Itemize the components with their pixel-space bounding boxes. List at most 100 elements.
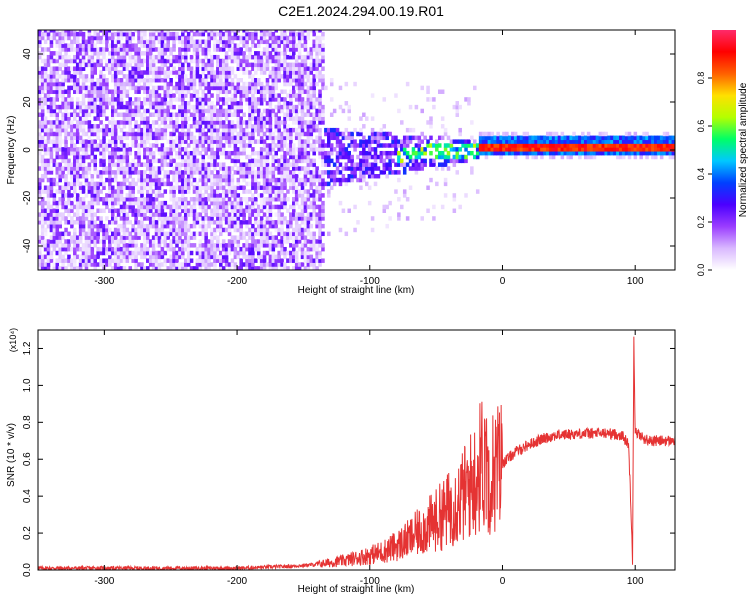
spectrogram-cell — [125, 101, 130, 106]
spectrogram-cell — [224, 193, 229, 198]
spectrogram-cell — [233, 104, 238, 110]
spectrogram-cell — [280, 31, 284, 37]
spectrogram-cell — [78, 89, 83, 94]
spectrogram-cell — [119, 78, 124, 83]
spectrogram-cell — [213, 112, 217, 117]
spectrogram-cell — [198, 150, 203, 156]
spectrogram-cell — [143, 116, 147, 121]
spectrogram-cell — [306, 143, 311, 148]
spectrogram-cell — [148, 177, 153, 183]
spectrogram-cell — [134, 150, 138, 156]
spectrogram-cell — [283, 246, 287, 252]
spectrogram-cell — [160, 104, 165, 110]
spectrogram-cell — [183, 85, 188, 91]
spectrogram-cell — [294, 62, 299, 68]
spectrogram-cell — [303, 139, 308, 144]
spectrogram-cell — [143, 208, 147, 213]
spectrogram-cell — [49, 74, 54, 79]
spectrogram-cell — [181, 70, 185, 75]
spectrogram-cell — [73, 66, 77, 71]
spectrogram-cell — [134, 197, 138, 202]
spectrogram-cell — [64, 258, 68, 263]
spectrogram-cell — [61, 127, 65, 133]
spectrogram-cell — [81, 158, 86, 164]
spectrogram-cell — [146, 258, 150, 263]
spectrogram-cell — [315, 204, 319, 210]
spectrogram-cell — [309, 212, 314, 217]
spectrogram-cell — [262, 35, 267, 41]
spectrogram-cell — [277, 66, 281, 71]
spectrogram-cell — [125, 150, 130, 156]
spectrogram-cell — [204, 93, 208, 98]
spectrogram-cell — [64, 250, 68, 256]
spectrogram-cell — [254, 243, 258, 248]
spectrogram-cell — [294, 216, 299, 221]
spectrogram-cell — [303, 101, 308, 106]
spectrogram-cell — [169, 243, 173, 248]
spectrogram-cell — [242, 166, 246, 171]
spectrogram-cell — [312, 66, 316, 71]
spectrogram-cell — [137, 158, 141, 164]
spectrogram-cell — [303, 81, 308, 87]
spectrogram-cell — [163, 81, 168, 87]
spectrogram-cell — [93, 104, 97, 110]
spectrogram-cell — [297, 147, 302, 152]
spectrogram-cell — [294, 200, 299, 206]
spectrogram-cell — [122, 185, 127, 190]
spectrogram-cell — [341, 177, 346, 183]
spectrogram-cell — [134, 154, 138, 160]
spectrogram-cell — [67, 43, 71, 48]
spectrogram-cell — [137, 58, 141, 64]
spectrogram-cell — [224, 116, 229, 121]
spectrogram-cell — [178, 139, 182, 144]
spectrogram-cell — [303, 208, 308, 213]
spectrogram-cell — [274, 85, 279, 91]
spectrogram-cell — [367, 154, 372, 160]
spectrogram-cell — [67, 208, 71, 213]
spectrogram-cell — [271, 97, 276, 102]
spectrogram-cell — [137, 212, 141, 217]
spectrogram-cell — [134, 101, 138, 106]
spectrogram-cell — [154, 127, 159, 133]
spectrogram-cell — [271, 47, 276, 52]
spectrogram-cell — [110, 250, 115, 256]
spectrogram-cell — [137, 78, 141, 83]
spectrogram-cell — [73, 143, 77, 148]
spectrogram-cell — [175, 185, 179, 190]
spectrogram-cell — [143, 266, 147, 270]
spectrogram-cell — [87, 89, 92, 94]
spectrogram-cell — [46, 85, 51, 91]
spectrogram-cell — [268, 246, 273, 252]
spectrogram-cell — [122, 66, 127, 71]
spectrogram-cell — [259, 101, 264, 106]
spectrogram-cell — [172, 177, 176, 183]
spectrogram-cell — [312, 162, 316, 167]
spectrogram-cell — [134, 243, 138, 248]
spectrogram-cell — [292, 254, 296, 260]
spectrogram-cell — [280, 58, 284, 64]
spectrogram-cell — [146, 131, 150, 137]
spectrogram-cell — [140, 43, 144, 48]
spectrogram-cell — [49, 101, 54, 106]
spectrogram-cell — [181, 197, 185, 202]
spectrogram-cell — [113, 47, 118, 52]
spectrogram-cell — [347, 104, 351, 110]
spectrogram-cell — [55, 70, 60, 75]
spectrogram-cell — [113, 154, 118, 160]
spectrogram-cell — [73, 39, 77, 45]
spectrogram-cell — [262, 239, 267, 244]
spectrogram-cell — [254, 208, 258, 213]
spectrogram-cell — [160, 181, 165, 187]
spectrogram-cell — [259, 89, 264, 94]
spectrogram-cell — [73, 54, 77, 60]
spectrogram-cell — [262, 97, 267, 102]
spectrogram-cell — [248, 74, 252, 79]
spectrogram-cell — [110, 78, 115, 83]
spectrogram-cell — [227, 81, 232, 87]
spectrogram-cell — [163, 97, 168, 102]
spectrogram-cell — [318, 197, 322, 202]
spectrogram-cell — [306, 66, 311, 71]
spectrogram-cell — [265, 220, 270, 225]
spectrogram-cell — [148, 166, 153, 171]
spectrogram-cell — [329, 177, 334, 183]
